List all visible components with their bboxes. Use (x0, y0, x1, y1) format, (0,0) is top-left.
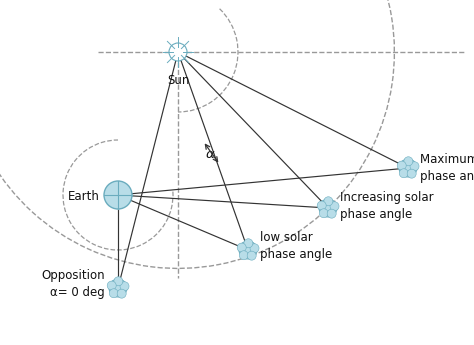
Circle shape (109, 289, 118, 298)
Circle shape (117, 289, 126, 298)
Text: low solar
phase angle: low solar phase angle (260, 231, 332, 261)
Circle shape (250, 244, 259, 253)
Circle shape (169, 43, 187, 61)
Circle shape (399, 159, 417, 177)
Circle shape (244, 239, 253, 248)
Text: Increasing solar
phase angle: Increasing solar phase angle (340, 191, 434, 221)
Circle shape (239, 251, 248, 260)
Circle shape (239, 241, 257, 259)
Circle shape (324, 197, 333, 206)
Text: Sun: Sun (167, 74, 189, 87)
Circle shape (410, 162, 419, 171)
Circle shape (120, 282, 129, 291)
Circle shape (404, 157, 413, 166)
Text: α: α (206, 148, 215, 161)
Circle shape (319, 199, 337, 217)
Circle shape (327, 209, 336, 218)
Circle shape (319, 209, 328, 218)
Circle shape (104, 181, 132, 209)
Text: Maximum solar
phase angle: Maximum solar phase angle (420, 153, 474, 183)
Circle shape (407, 169, 416, 178)
Text: Earth: Earth (68, 190, 100, 204)
Circle shape (109, 279, 127, 297)
Circle shape (107, 281, 116, 290)
Circle shape (247, 251, 256, 260)
Circle shape (330, 202, 339, 211)
Circle shape (399, 169, 408, 178)
Circle shape (317, 201, 326, 210)
Text: Opposition
α= 0 deg: Opposition α= 0 deg (41, 269, 105, 299)
Circle shape (397, 161, 406, 170)
Circle shape (237, 243, 246, 252)
Circle shape (114, 277, 123, 286)
